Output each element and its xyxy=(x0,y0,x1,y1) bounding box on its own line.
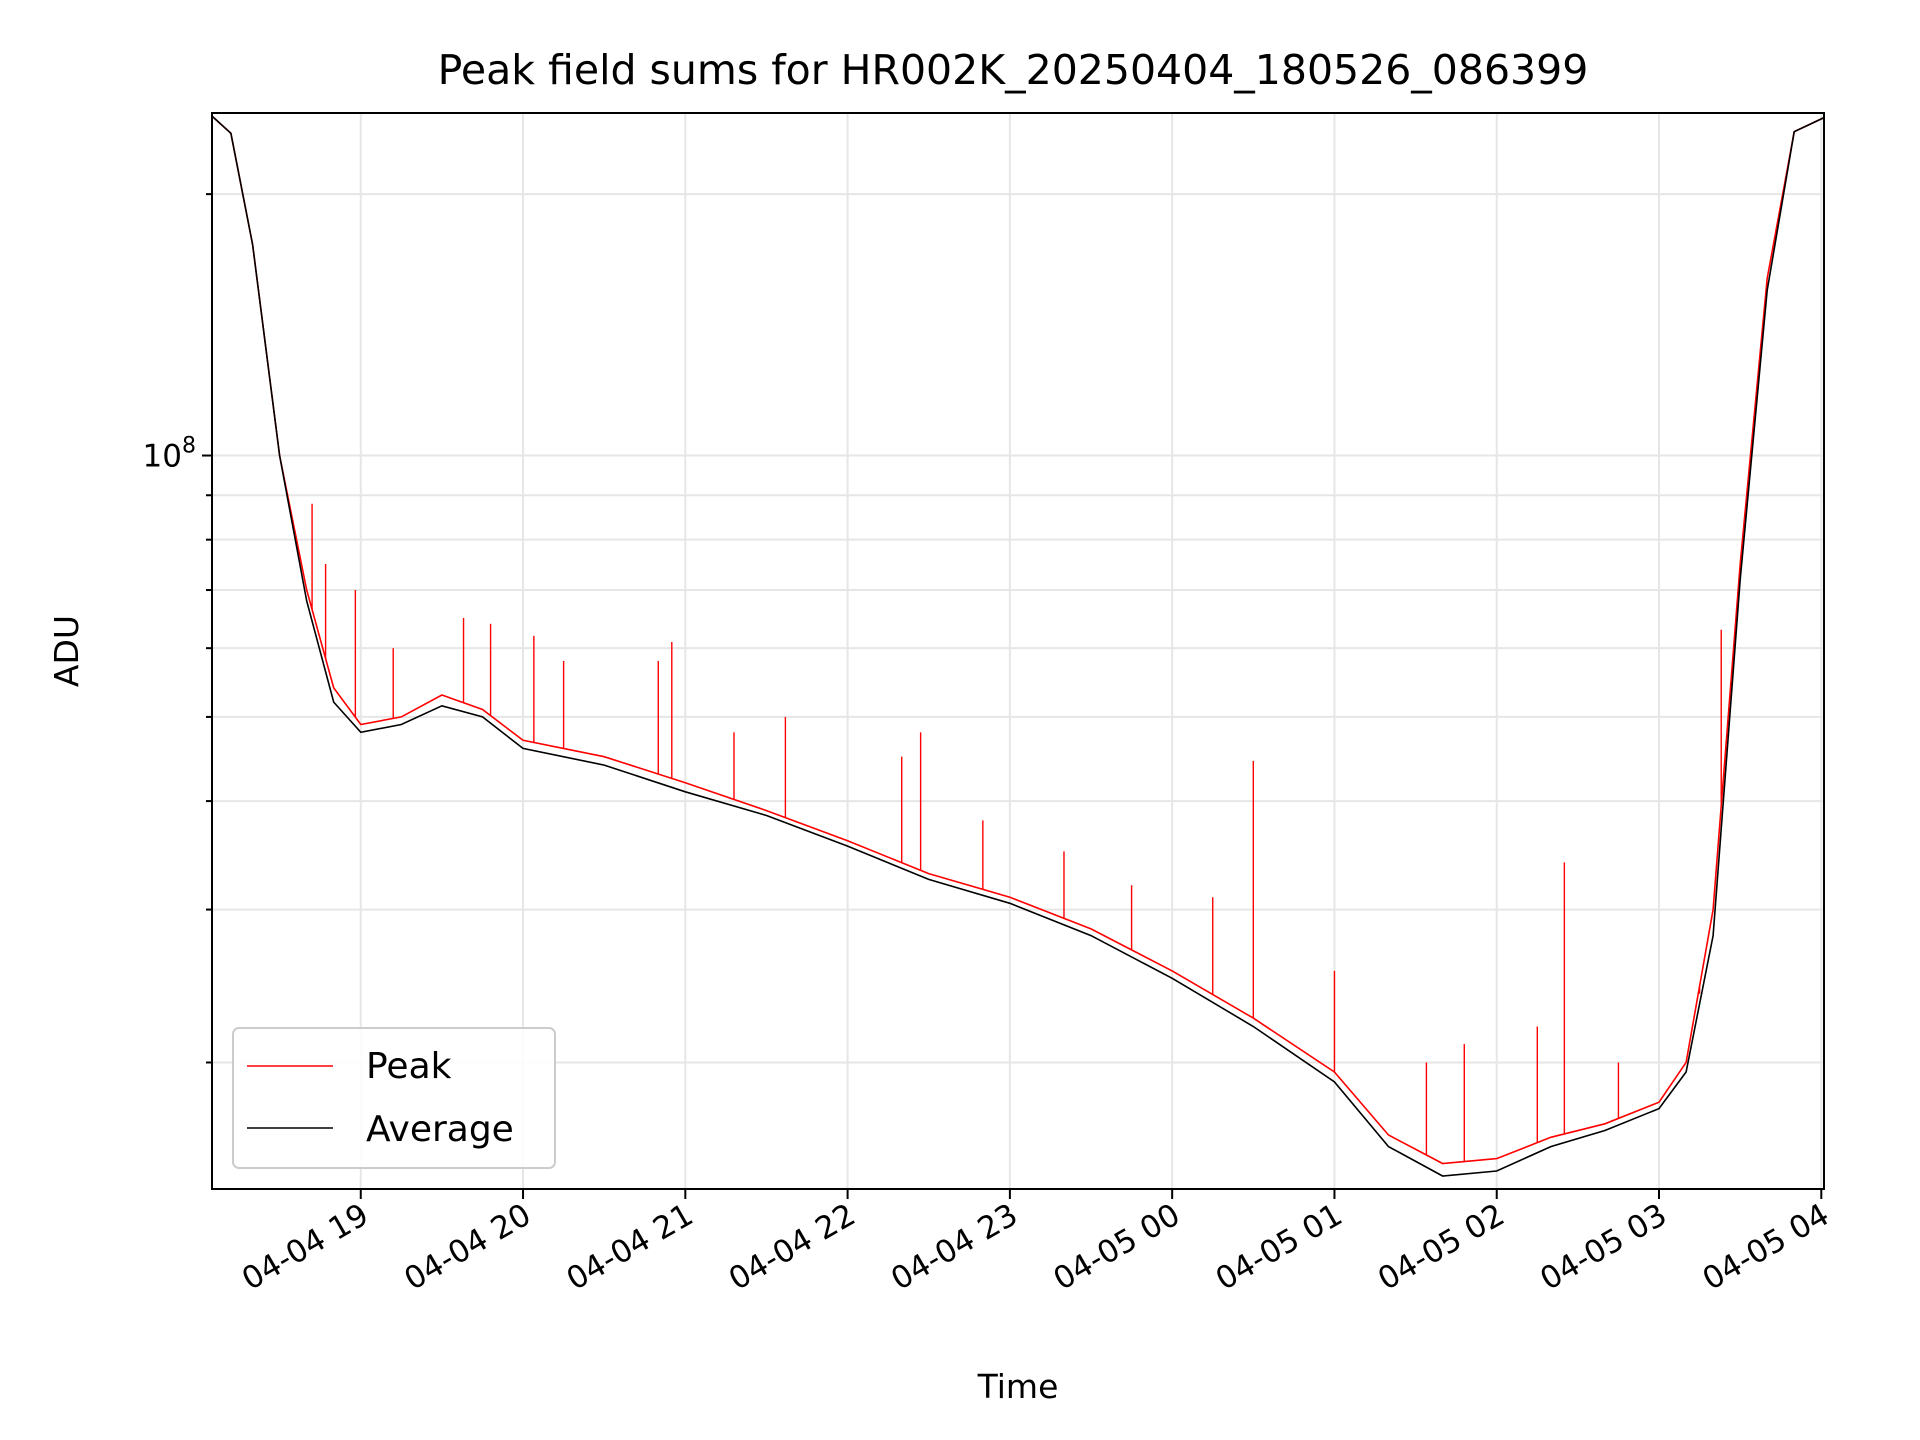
plot-frame xyxy=(211,112,1825,1190)
grid xyxy=(212,113,1824,1189)
series-layer xyxy=(211,115,1825,1177)
legend: Peak Average xyxy=(232,1027,556,1169)
series-line-peak xyxy=(211,115,1825,1165)
legend-box xyxy=(232,1027,556,1169)
legend-label-peak: Peak xyxy=(366,1046,452,1087)
y-axis-label: ADU xyxy=(47,615,86,687)
legend-label-average: Average xyxy=(366,1109,514,1150)
y-tick-label: 108 xyxy=(143,434,196,475)
series-line-average xyxy=(211,115,1825,1177)
x-axis-label: Time xyxy=(977,1367,1059,1406)
chart-title: Peak field sums for HR002K_20250404_1805… xyxy=(438,46,1589,94)
